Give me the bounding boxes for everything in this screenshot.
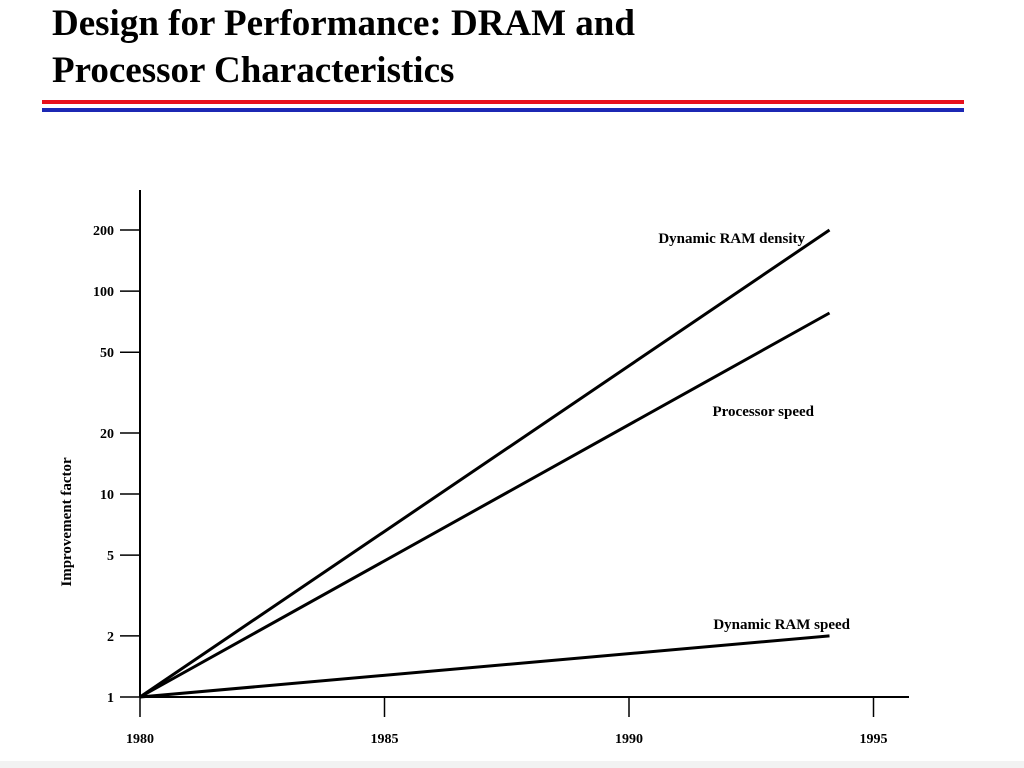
series-lines: [139, 228, 831, 699]
series-line: [139, 228, 831, 699]
slide-title-line-2: Processor Characteristics: [52, 50, 455, 91]
series-label: Dynamic RAM speed: [713, 617, 850, 633]
y-tick-label: 20: [100, 427, 114, 442]
series-line: [139, 311, 831, 699]
y-tick-label: 200: [93, 224, 114, 239]
y-tick-label: 50: [100, 346, 114, 361]
x-tick-label: 1985: [371, 732, 399, 747]
title-rule-red: [42, 100, 964, 104]
chart-axes: [139, 190, 909, 698]
y-tick-label: 100: [93, 285, 114, 300]
y-tick-label: 1: [107, 691, 114, 706]
slide-title: Design for Performance: DRAM and Process…: [52, 0, 952, 94]
slide-title-line-1: Design for Performance: DRAM and: [52, 3, 635, 44]
x-ticks: 1980 1985 1990 1995: [126, 697, 888, 747]
footer-strip: [0, 761, 1024, 768]
series-labels: Dynamic RAM density Processor speed Dynami…: [658, 231, 850, 633]
y-axis-label: Improvement factor: [59, 457, 75, 587]
title-rule-blue: [42, 108, 964, 112]
x-tick-label: 1995: [860, 732, 888, 747]
y-tick-label: 10: [100, 488, 114, 503]
y-ticks: 1 2 5 10 20 50 100 200: [93, 224, 140, 706]
series-line: [139, 634, 830, 699]
y-tick-label: 5: [107, 549, 114, 564]
x-tick-label: 1980: [126, 732, 154, 747]
series-label: Processor speed: [712, 404, 814, 420]
x-tick-label: 1990: [615, 732, 643, 747]
y-tick-label: 2: [107, 630, 114, 645]
series-label: Dynamic RAM density: [658, 231, 805, 247]
